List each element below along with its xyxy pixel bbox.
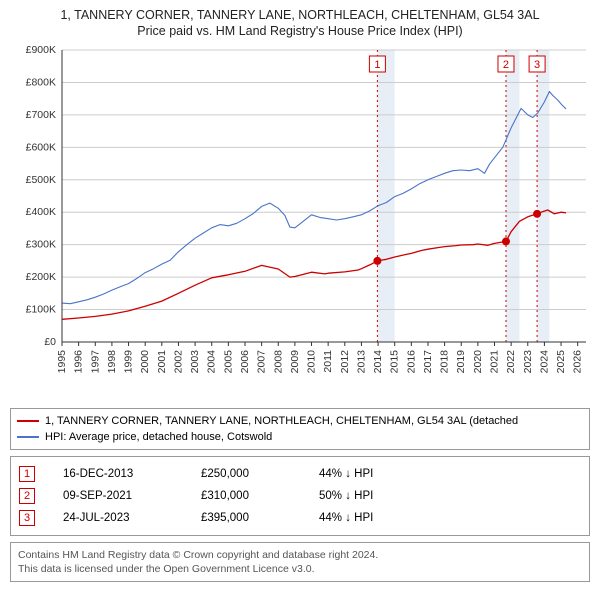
svg-text:2020: 2020 — [472, 350, 484, 374]
svg-text:£600K: £600K — [26, 141, 56, 153]
event-date: 16-DEC-2013 — [63, 463, 173, 485]
svg-text:3: 3 — [534, 59, 540, 71]
event-row: 3 24-JUL-2023 £395,000 44% ↓ HPI — [19, 507, 581, 529]
svg-text:2022: 2022 — [505, 350, 517, 374]
svg-text:£800K: £800K — [26, 76, 56, 88]
svg-text:£0: £0 — [44, 336, 56, 348]
svg-text:2019: 2019 — [455, 350, 467, 374]
svg-text:2007: 2007 — [256, 350, 268, 374]
footer-line-2: This data is licensed under the Open Gov… — [18, 562, 582, 576]
event-date: 09-SEP-2021 — [63, 485, 173, 507]
chart-area: £0 £100K £200K £300K £400K £500K £600K £700K £80… — [10, 42, 590, 402]
svg-text:2012: 2012 — [339, 350, 351, 374]
title-line-2: Price paid vs. HM Land Registry's House … — [10, 24, 590, 38]
legend-item: 1, TANNERY CORNER, TANNERY LANE, NORTHLE… — [17, 413, 583, 429]
svg-text:2017: 2017 — [422, 350, 434, 374]
footer-attribution: Contains HM Land Registry data © Crown c… — [10, 542, 590, 582]
svg-text:2011: 2011 — [322, 350, 334, 373]
event-date: 24-JUL-2023 — [63, 507, 173, 529]
svg-text:2001: 2001 — [156, 350, 168, 374]
svg-text:2023: 2023 — [522, 350, 534, 374]
svg-text:1996: 1996 — [73, 350, 85, 374]
event-row: 2 09-SEP-2021 £310,000 50% ↓ HPI — [19, 485, 581, 507]
title-block: 1, TANNERY CORNER, TANNERY LANE, NORTHLE… — [10, 8, 590, 38]
svg-text:2010: 2010 — [306, 350, 318, 374]
svg-text:2000: 2000 — [139, 350, 151, 374]
event-marker: 2 — [19, 488, 35, 504]
line-chart: £0 £100K £200K £300K £400K £500K £600K £700K £80… — [10, 42, 590, 402]
footer-line-1: Contains HM Land Registry data © Crown c… — [18, 548, 582, 562]
svg-text:1999: 1999 — [123, 350, 135, 374]
event-note: 44% ↓ HPI — [319, 463, 581, 485]
svg-text:£700K: £700K — [26, 109, 56, 121]
svg-text:2002: 2002 — [172, 350, 184, 374]
events-table: 1 16-DEC-2013 £250,000 44% ↓ HPI 2 09-SEP-202… — [10, 456, 590, 536]
event-price: £395,000 — [201, 507, 291, 529]
legend-label: 1, TANNERY CORNER, TANNERY LANE, NORTHLE… — [45, 413, 518, 429]
svg-text:1995: 1995 — [56, 350, 68, 374]
svg-text:1998: 1998 — [106, 350, 118, 374]
svg-text:2004: 2004 — [206, 350, 218, 374]
legend-item: HPI: Average price, detached house, Cots… — [17, 429, 583, 445]
legend-swatch — [17, 420, 39, 422]
svg-text:2018: 2018 — [439, 350, 451, 374]
svg-text:2025: 2025 — [555, 350, 567, 374]
svg-text:2021: 2021 — [489, 350, 501, 374]
svg-text:2: 2 — [503, 59, 509, 71]
svg-text:£300K: £300K — [26, 239, 56, 251]
svg-text:2014: 2014 — [372, 350, 384, 374]
svg-text:2006: 2006 — [239, 350, 251, 374]
svg-text:2005: 2005 — [222, 350, 234, 374]
event-marker: 1 — [19, 466, 35, 482]
svg-text:2009: 2009 — [289, 350, 301, 374]
event-row: 1 16-DEC-2013 £250,000 44% ↓ HPI — [19, 463, 581, 485]
svg-text:2003: 2003 — [189, 350, 201, 374]
event-note: 50% ↓ HPI — [319, 485, 581, 507]
svg-text:2013: 2013 — [355, 350, 367, 374]
svg-text:2024: 2024 — [538, 350, 550, 374]
svg-text:£100K: £100K — [26, 304, 56, 316]
svg-text:£200K: £200K — [26, 271, 56, 283]
title-line-1: 1, TANNERY CORNER, TANNERY LANE, NORTHLE… — [10, 8, 590, 22]
event-price: £250,000 — [201, 463, 291, 485]
svg-text:£500K: £500K — [26, 174, 56, 186]
svg-text:1997: 1997 — [89, 350, 101, 374]
legend-label: HPI: Average price, detached house, Cots… — [45, 429, 272, 445]
figure-container: 1, TANNERY CORNER, TANNERY LANE, NORTHLE… — [0, 0, 600, 588]
svg-text:2015: 2015 — [389, 350, 401, 374]
svg-text:£400K: £400K — [26, 206, 56, 218]
legend-swatch — [17, 436, 39, 438]
event-note: 44% ↓ HPI — [319, 507, 581, 529]
svg-text:2026: 2026 — [572, 350, 584, 374]
svg-text:1: 1 — [374, 59, 380, 71]
event-marker: 3 — [19, 510, 35, 526]
svg-text:2008: 2008 — [272, 350, 284, 374]
svg-text:£900K: £900K — [26, 44, 56, 56]
svg-text:2016: 2016 — [405, 350, 417, 374]
event-price: £310,000 — [201, 485, 291, 507]
legend: 1, TANNERY CORNER, TANNERY LANE, NORTHLE… — [10, 408, 590, 450]
